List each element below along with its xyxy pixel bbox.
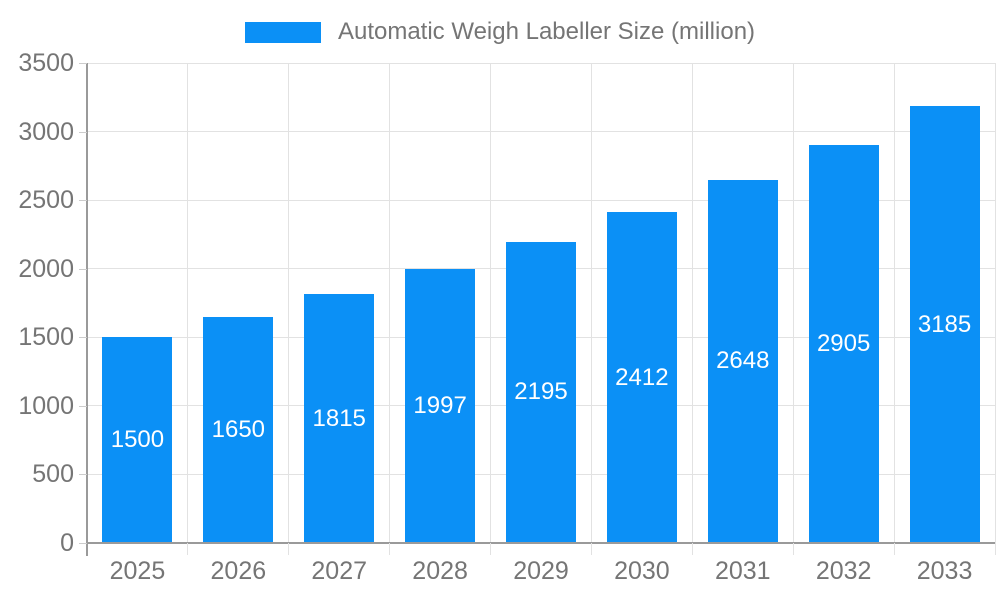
x-axis-tick — [490, 543, 492, 555]
bar-value-label: 3185 — [917, 310, 972, 338]
x-axis-tick-label: 2026 — [210, 557, 267, 585]
bar-value-label: 1650 — [211, 415, 266, 443]
x-gridline — [187, 63, 189, 543]
plot-area: 1500 1650 1815 1997 2195 2412 2648 2905 3185 — [87, 62, 996, 543]
y-axis-tick-label: 500 — [32, 460, 74, 489]
y-axis-tick — [79, 63, 87, 64]
x-axis-tick-label: 2031 — [714, 557, 771, 585]
x-axis-tick — [288, 543, 290, 555]
chart-legend[interactable]: Automatic Weigh Labeller Size (million) — [0, 19, 1000, 45]
x-axis-tick-label: 2028 — [412, 557, 468, 585]
bar-2032[interactable]: 2905 — [808, 144, 879, 543]
x-axis-tick-label: 2030 — [614, 557, 670, 585]
y-axis-tick-label: 2500 — [18, 186, 74, 215]
x-axis-tick — [187, 543, 189, 555]
x-gridline — [893, 63, 895, 543]
y-axis-tick-label: 0 — [60, 529, 74, 557]
x-axis-tick — [994, 543, 996, 555]
y-gridline — [87, 62, 995, 64]
y-axis-tick-label: 1000 — [18, 391, 74, 420]
bar-value-label: 1500 — [110, 426, 165, 454]
bar-value-label: 2648 — [716, 347, 770, 375]
x-gridline — [490, 63, 492, 543]
x-gridline — [590, 63, 592, 543]
y-axis-tick-label: 1500 — [18, 323, 74, 352]
y-gridline — [87, 131, 995, 133]
legend-label: Automatic Weigh Labeller Size (million) — [337, 18, 756, 45]
x-axis-tick-label: 2032 — [815, 557, 872, 585]
y-axis-tick-label: 2000 — [18, 254, 74, 283]
y-axis-tick — [79, 131, 87, 133]
x-axis-tick — [792, 543, 794, 555]
x-axis-tick-label: 2027 — [311, 557, 368, 585]
x-gridline — [792, 63, 794, 543]
bar-2029[interactable]: 2195 — [506, 241, 576, 543]
bar-value-label: 2905 — [816, 329, 871, 357]
bar-value-label: 1997 — [413, 392, 467, 420]
y-gridline — [87, 199, 995, 201]
x-axis-tick — [893, 543, 895, 555]
x-gridline — [288, 63, 290, 543]
x-gridline — [691, 63, 693, 543]
legend-swatch-icon — [244, 21, 321, 43]
x-axis-tick-label: 2029 — [513, 557, 569, 585]
bar-value-label: 2412 — [615, 363, 669, 391]
bar-value-label: 1815 — [312, 404, 366, 432]
y-axis-tick-label: 3500 — [18, 49, 74, 77]
bar-2033[interactable]: 3185 — [909, 106, 980, 543]
x-axis-line — [87, 542, 995, 544]
y-axis-tick-label: 3000 — [18, 117, 74, 146]
bar-2031[interactable]: 2648 — [707, 179, 778, 543]
x-axis-tick — [86, 543, 88, 555]
x-axis-tick-label: 2033 — [916, 557, 973, 585]
x-axis-tick — [691, 543, 693, 555]
x-gridline — [994, 63, 996, 543]
x-axis-tick-label: 2025 — [109, 557, 166, 585]
bar-2025[interactable]: 1500 — [102, 337, 173, 543]
y-axis-tick — [79, 405, 87, 407]
y-axis-tick — [79, 337, 87, 339]
bar-2030[interactable]: 2412 — [606, 212, 677, 543]
x-gridline — [389, 63, 391, 543]
y-axis-tick — [79, 200, 87, 202]
x-axis-tick — [389, 543, 391, 555]
y-axis-tick — [79, 474, 87, 476]
y-axis-tick — [79, 268, 87, 270]
bar-value-label: 2195 — [514, 378, 568, 406]
bar-2028[interactable]: 1997 — [405, 269, 476, 543]
y-axis-line — [86, 63, 88, 556]
x-axis-tick — [590, 543, 592, 555]
bar-2026[interactable]: 1650 — [203, 316, 274, 543]
bar-2027[interactable]: 1815 — [304, 294, 375, 543]
y-axis-tick — [79, 543, 87, 544]
